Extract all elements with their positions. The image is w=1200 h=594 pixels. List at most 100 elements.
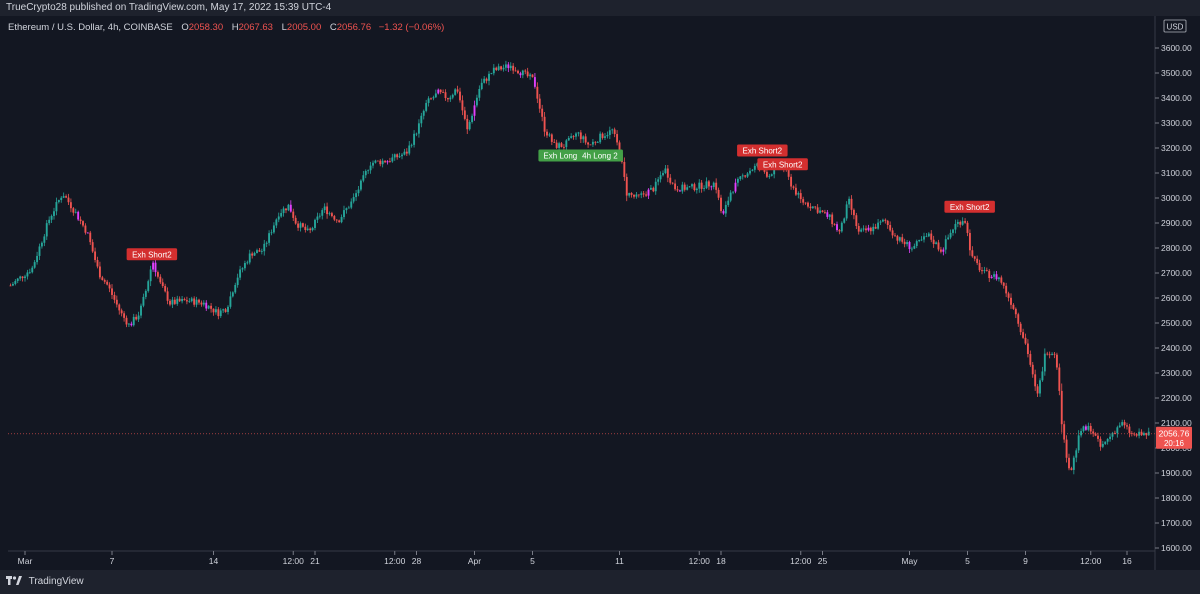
candle-body xyxy=(500,66,503,70)
candle-body xyxy=(1012,304,1015,309)
candle-body xyxy=(942,249,945,252)
candle-body xyxy=(40,242,43,247)
candle-body xyxy=(1019,323,1022,333)
time-tick-label: 5 xyxy=(530,556,535,566)
candle-body xyxy=(36,255,39,263)
candle-body xyxy=(881,219,884,222)
candle-body xyxy=(466,118,469,130)
time-tick-label: 12:00 xyxy=(384,556,406,566)
candle-body xyxy=(867,227,870,231)
candle-body xyxy=(555,142,558,148)
candle-body xyxy=(744,175,747,177)
candle-body xyxy=(212,308,215,313)
candle-body xyxy=(21,276,24,279)
candle-body xyxy=(787,169,790,177)
candle-body xyxy=(173,299,176,304)
candle-body xyxy=(164,286,167,292)
candle-body xyxy=(381,160,384,165)
candle-body xyxy=(439,89,442,93)
candle-body xyxy=(664,168,667,174)
candle-body xyxy=(84,225,87,233)
candle-body xyxy=(1147,431,1150,436)
candle-body xyxy=(604,136,606,138)
candle-body xyxy=(678,190,681,192)
candle-body xyxy=(24,276,26,279)
candle-body xyxy=(219,310,222,317)
price-tick-label: 1900.00 xyxy=(1161,468,1192,478)
candle-body xyxy=(671,182,674,184)
candle-body xyxy=(567,137,570,141)
candle-body xyxy=(185,300,188,302)
candle-body xyxy=(28,272,31,274)
candle-body xyxy=(840,222,843,232)
candle-body xyxy=(272,225,275,233)
candle-body xyxy=(990,276,993,279)
time-axis[interactable]: Mar 7 14 12:00 21 12:00 28 Apr 5 11 12:00 18 12:00 25… xyxy=(18,551,1132,566)
candle-body xyxy=(628,193,631,196)
candle-body xyxy=(437,89,440,94)
candle-body xyxy=(154,262,157,273)
price-chart[interactable]: Exh Short2 Exh Long 14h Long 2 Exh Short2 E… xyxy=(0,16,1200,570)
price-tick-label: 3200.00 xyxy=(1161,143,1192,153)
candle-body xyxy=(473,105,476,116)
time-tick-label: May xyxy=(901,556,918,566)
candle-body xyxy=(94,251,97,261)
candle-body xyxy=(623,162,626,177)
candle-body xyxy=(26,272,29,277)
candle-body xyxy=(304,226,307,231)
candle-body xyxy=(318,215,321,217)
candle-body xyxy=(910,248,913,250)
candle-body xyxy=(1026,343,1029,355)
candle-body xyxy=(147,281,150,291)
candle-body xyxy=(1036,386,1039,394)
candle-body xyxy=(720,197,722,212)
candle-body xyxy=(497,66,500,70)
candle-body xyxy=(459,91,461,101)
candle-body xyxy=(1046,353,1049,355)
candle-body xyxy=(526,71,529,77)
candle-body xyxy=(1130,432,1133,434)
candle-body xyxy=(338,220,341,223)
candle-body xyxy=(961,221,964,225)
footer-brand[interactable]: TradingView xyxy=(28,576,84,587)
candle-body xyxy=(210,305,213,309)
candle-body xyxy=(898,237,901,241)
candle-body xyxy=(676,189,679,191)
candle-body xyxy=(790,176,793,187)
candle-body xyxy=(1135,434,1138,436)
time-tick-label: 12:00 xyxy=(790,556,812,566)
candle-body xyxy=(202,302,205,305)
candle-body xyxy=(432,97,435,99)
candle-body xyxy=(693,184,696,191)
time-tick-label: 12:00 xyxy=(283,556,305,566)
currency-label: USD xyxy=(1167,23,1184,32)
candle-body xyxy=(480,82,483,89)
candle-body xyxy=(1068,457,1070,469)
candle-body xyxy=(804,202,807,204)
candle-body xyxy=(538,98,541,109)
candle-body xyxy=(739,176,742,179)
candle-body xyxy=(512,65,515,71)
candle-body xyxy=(270,232,273,234)
candle-body xyxy=(1089,425,1092,432)
candle-body xyxy=(749,170,751,174)
candle-body xyxy=(1097,435,1099,439)
candle-body xyxy=(548,134,551,136)
candle-body xyxy=(347,207,350,209)
candle-body xyxy=(703,188,706,189)
candle-body xyxy=(1058,367,1061,391)
candle-body xyxy=(19,276,22,279)
candle-body xyxy=(1123,422,1126,426)
candle-body xyxy=(434,93,437,98)
candle-body xyxy=(45,223,48,237)
candle-body xyxy=(637,194,640,196)
candle-body xyxy=(915,241,918,246)
candle-body xyxy=(485,78,488,81)
tradingview-logo-icon[interactable] xyxy=(6,570,22,594)
candle-body xyxy=(352,197,355,202)
price-axis[interactable]: 1600.001700.001800.001900.002000.002100.… xyxy=(1155,43,1192,553)
candle-body xyxy=(633,194,635,197)
time-tick-label: Mar xyxy=(18,556,33,566)
candle-body xyxy=(645,194,648,196)
candle-body xyxy=(591,141,594,145)
